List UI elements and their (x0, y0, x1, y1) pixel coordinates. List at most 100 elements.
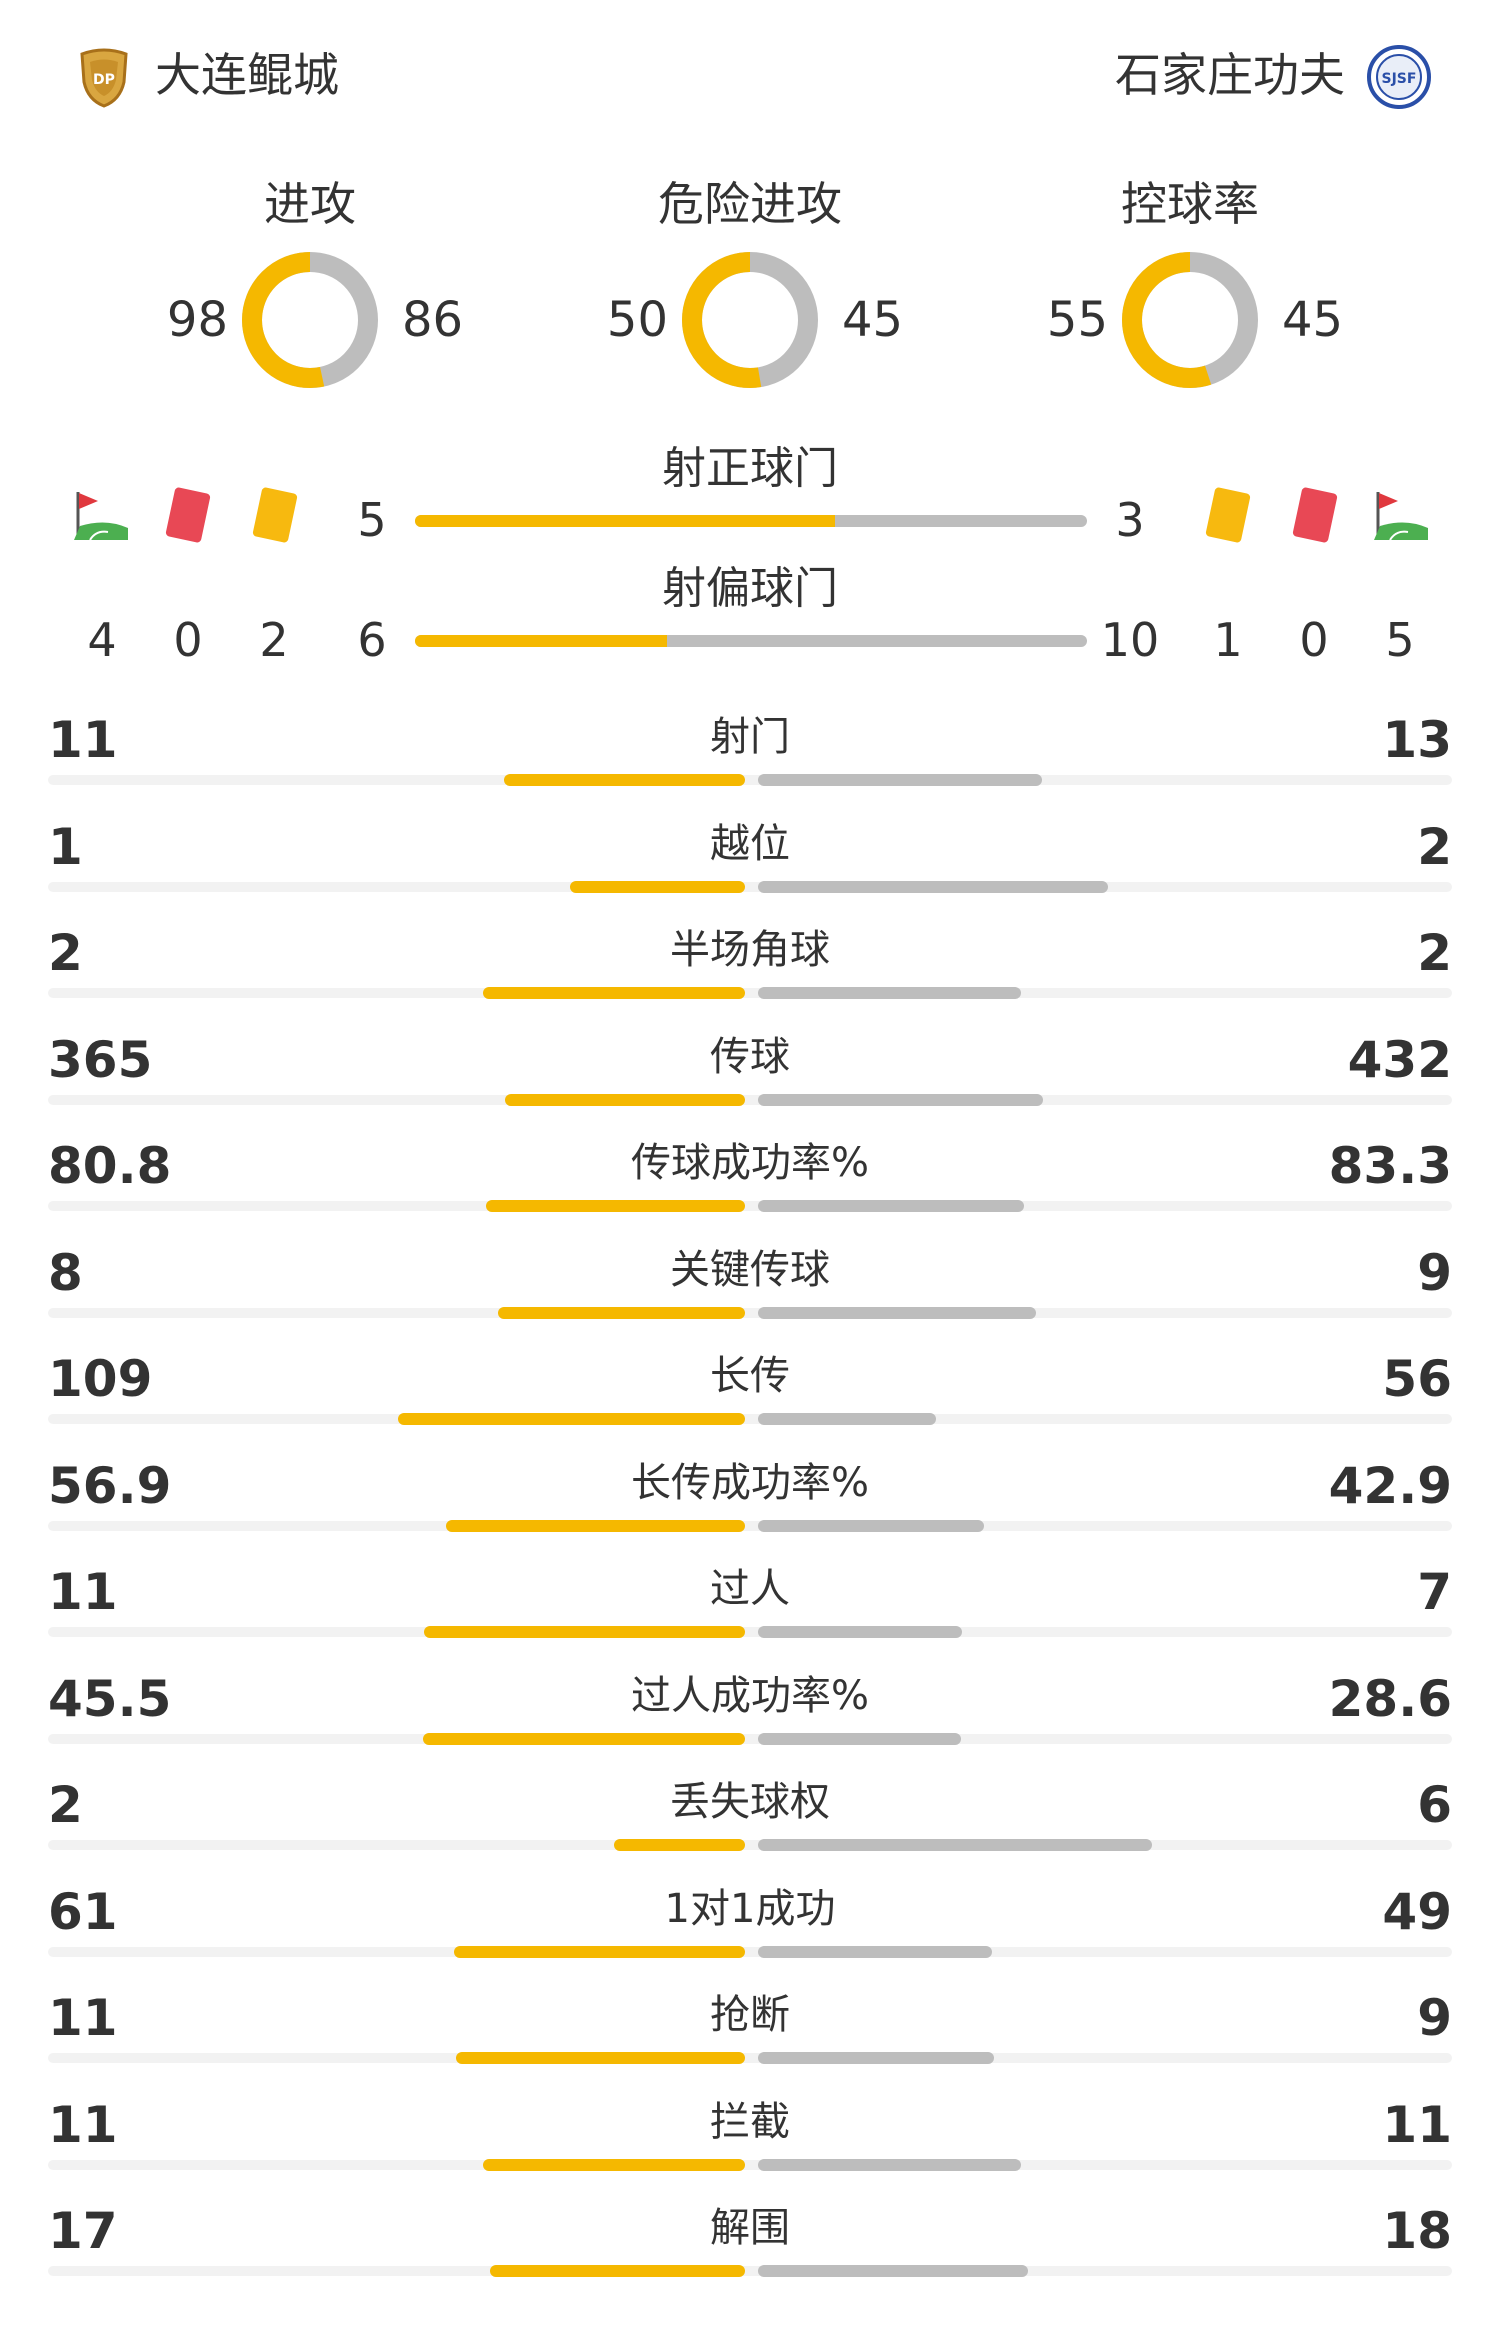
stat-away-bar (758, 1413, 937, 1425)
stat-away-bar (758, 1839, 1152, 1851)
stat-track (48, 2266, 1452, 2276)
stat-track (48, 1094, 1452, 1105)
ring-title: 控球率 (1121, 177, 1259, 231)
shots-on-away-value: 3 (1115, 493, 1145, 547)
stat-away-value: 83.3 (1328, 1137, 1452, 1195)
stat-away-value: 9 (1417, 1989, 1452, 2047)
stat-home-value: 2 (48, 924, 83, 982)
stat-away-value: 7 (1417, 1563, 1452, 1621)
stat-home-value: 45.5 (48, 1669, 172, 1728)
away-yellow-card-icon (1200, 484, 1258, 550)
stat-home-value: 11 (48, 1989, 118, 2047)
svg-text:SJSF: SJSF (1382, 71, 1417, 87)
stat-away-value: 56 (1382, 1350, 1452, 1408)
stat-home-bar (570, 880, 745, 893)
stat-track (48, 1307, 1452, 1318)
ring-title: 危险进攻 (658, 177, 842, 231)
stat-away-value: 2 (1417, 924, 1452, 982)
stat-home-bar (456, 2052, 745, 2064)
stat-away-bar (758, 1519, 984, 1532)
stat-away-bar (758, 1306, 1036, 1319)
stat-label: 半场角球 (670, 927, 830, 973)
ring-away-value: 86 (402, 292, 464, 348)
stat-home-bar (453, 1945, 745, 1958)
stat-label: 射门 (710, 714, 790, 760)
ring-title: 进攻 (264, 177, 356, 231)
stat-home-value: 17 (48, 2202, 118, 2260)
stat-home-bar (490, 2265, 745, 2277)
stat-track (48, 775, 1452, 785)
stat-away-bar (758, 2265, 1028, 2277)
stat-track (48, 1733, 1452, 1744)
ring-home-arc (1122, 252, 1258, 388)
away-corner-flag-icon (1372, 488, 1430, 548)
stat-away-bar (758, 2052, 995, 2064)
stat-home-value: 2 (48, 1776, 83, 1834)
stat-home-bar (504, 774, 745, 786)
stat-away-bar (758, 1200, 1025, 1212)
stat-away-bar (758, 1945, 992, 1958)
ring-home-value: 98 (166, 292, 228, 348)
shots-off-home-value: 6 (357, 613, 387, 667)
stat-label: 越位 (710, 820, 790, 867)
ring-home-value: 55 (1046, 292, 1108, 348)
stat-home-value: 61 (48, 1882, 118, 1941)
shots-on-label: 射正球门 (662, 443, 838, 494)
stat-home-bar (422, 1732, 745, 1745)
stat-away-value: 2 (1417, 817, 1452, 876)
stat-away-bar (758, 774, 1043, 786)
stat-home-bar (504, 1093, 745, 1106)
stat-label: 拦截 (710, 2098, 790, 2145)
stat-away-value: 6 (1417, 1776, 1452, 1834)
ring-home-arc (682, 252, 818, 388)
ring-home-value: 50 (606, 292, 668, 348)
shots-off-bar (415, 635, 1087, 647)
stat-track (48, 2053, 1452, 2063)
stat-label: 关键传球 (670, 1246, 830, 1293)
stat-away-value: 11 (1382, 2095, 1452, 2154)
stat-home-value: 56.9 (48, 1456, 172, 1515)
stat-track (48, 1414, 1452, 1424)
stat-track (48, 1520, 1452, 1531)
ring-chart (1120, 250, 1260, 394)
stat-label: 传球 (710, 1033, 790, 1080)
away-crest-icon: SJSF (1366, 44, 1432, 110)
stat-label: 传球成功率% (630, 1140, 869, 1186)
ring-away-value: 45 (842, 292, 904, 348)
stat-track (48, 1946, 1452, 1957)
away-team-name: 石家庄功夫 (1115, 48, 1345, 102)
stat-label: 过人 (710, 1566, 790, 1612)
stat-track (48, 1627, 1452, 1637)
home-crest-icon: DP (76, 48, 132, 108)
away-red-count: 0 (1299, 613, 1329, 667)
stat-away-value: 18 (1382, 2202, 1452, 2260)
stat-home-value: 1 (48, 817, 83, 876)
stat-home-value: 365 (48, 1030, 153, 1089)
stat-home-value: 11 (48, 1563, 118, 1621)
stat-label: 1对1成功 (664, 1885, 836, 1932)
home-corner-flag-icon (72, 488, 130, 548)
home-red-card-icon (160, 484, 218, 550)
stat-away-bar (758, 1093, 1043, 1106)
stat-away-value: 49 (1382, 1882, 1452, 1941)
shots-off-home-fill (415, 635, 667, 647)
stat-away-value: 432 (1347, 1030, 1452, 1089)
stat-track (48, 881, 1452, 892)
ring-chart (680, 250, 820, 394)
stat-away-value: 28.6 (1328, 1669, 1452, 1728)
shots-off-away-value: 10 (1100, 613, 1160, 667)
home-corners-count: 4 (87, 613, 117, 667)
away-yellow-count: 1 (1213, 613, 1243, 667)
stat-label: 长传成功率% (630, 1459, 869, 1506)
stat-home-bar (424, 1626, 745, 1638)
stat-home-bar (497, 1306, 745, 1319)
stat-label: 解围 (710, 2205, 790, 2251)
stat-away-bar (758, 1626, 963, 1638)
shots-on-home-fill (415, 515, 835, 527)
stat-away-value: 42.9 (1328, 1456, 1452, 1515)
stat-away-bar (758, 880, 1108, 893)
stat-home-value: 80.8 (48, 1137, 172, 1195)
stat-away-value: 9 (1417, 1243, 1452, 1302)
home-yellow-card-icon (247, 484, 305, 550)
stat-home-bar (482, 987, 745, 999)
